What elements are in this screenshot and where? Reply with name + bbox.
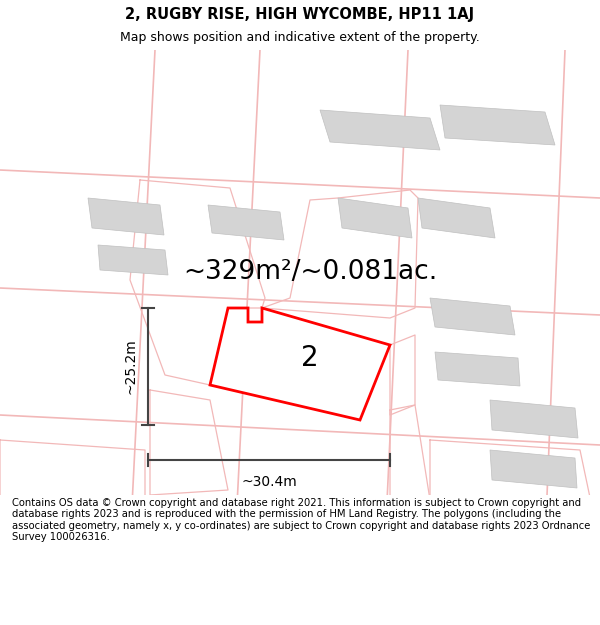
Text: 2, RUGBY RISE, HIGH WYCOMBE, HP11 1AJ: 2, RUGBY RISE, HIGH WYCOMBE, HP11 1AJ	[125, 6, 475, 21]
Text: 2: 2	[301, 344, 319, 372]
Polygon shape	[435, 352, 520, 386]
Polygon shape	[88, 198, 164, 235]
Polygon shape	[418, 198, 495, 238]
Polygon shape	[210, 308, 390, 420]
Text: Map shows position and indicative extent of the property.: Map shows position and indicative extent…	[120, 31, 480, 44]
Polygon shape	[338, 198, 412, 238]
Polygon shape	[440, 105, 555, 145]
Polygon shape	[208, 205, 284, 240]
Polygon shape	[320, 110, 440, 150]
Text: Contains OS data © Crown copyright and database right 2021. This information is : Contains OS data © Crown copyright and d…	[12, 498, 590, 542]
Text: ~329m²/~0.081ac.: ~329m²/~0.081ac.	[183, 259, 437, 285]
Polygon shape	[490, 450, 577, 488]
Text: ~30.4m: ~30.4m	[241, 475, 297, 489]
Polygon shape	[98, 245, 168, 275]
Text: ~25.2m: ~25.2m	[123, 339, 137, 394]
Polygon shape	[430, 298, 515, 335]
Polygon shape	[490, 400, 578, 438]
